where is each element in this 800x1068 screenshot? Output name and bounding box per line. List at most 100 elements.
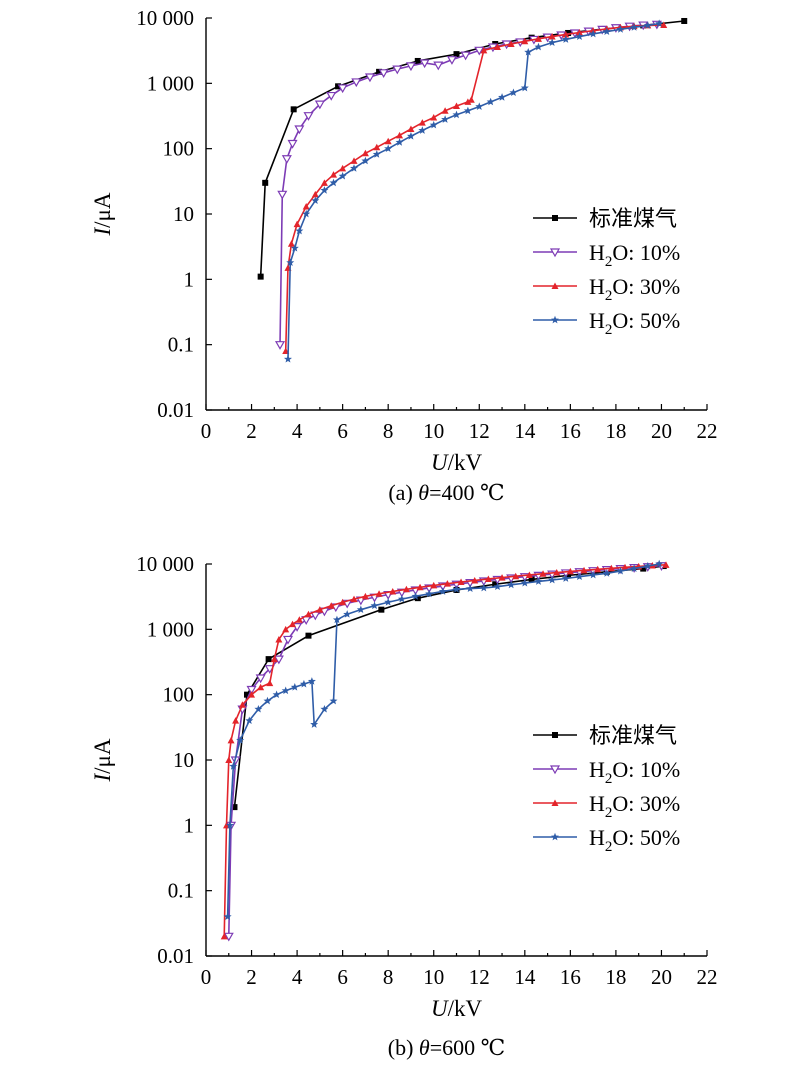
data-point	[534, 577, 543, 585]
data-point	[534, 35, 542, 42]
legend-marker	[551, 799, 559, 806]
data-point	[314, 100, 325, 110]
data-point	[273, 655, 284, 665]
data-point	[238, 701, 246, 708]
data-point	[589, 570, 598, 579]
data-point	[356, 605, 365, 614]
x-tick-label: 4	[292, 965, 303, 989]
legend-label: H2O: 30%	[589, 274, 680, 304]
data-point	[498, 574, 506, 581]
data-point	[492, 581, 499, 588]
data-point	[548, 575, 557, 584]
x-tick-label: 10	[423, 965, 444, 989]
data-point	[283, 354, 292, 363]
legend-marker	[551, 832, 559, 841]
y-tick-label: 1	[184, 813, 195, 837]
x-tick-label: 8	[383, 965, 394, 989]
data-point	[295, 226, 304, 235]
data-point	[282, 625, 290, 633]
data-point	[326, 91, 337, 101]
x-tick-label: 2	[246, 965, 257, 989]
data-point	[361, 156, 370, 165]
data-point	[429, 120, 438, 129]
data-point	[553, 569, 561, 576]
data-point	[616, 25, 625, 33]
data-point	[303, 112, 314, 121]
data-point	[311, 196, 320, 205]
data-point	[534, 42, 543, 51]
series-3	[220, 561, 670, 940]
data-point	[295, 616, 303, 623]
data-point	[277, 190, 288, 200]
data-point	[566, 567, 574, 575]
data-point	[589, 29, 598, 38]
data-point	[474, 46, 485, 56]
x-tick-label: 2	[246, 419, 257, 443]
y-tick-label: 1 000	[147, 617, 194, 641]
data-point	[475, 102, 484, 111]
x-tick-label: 8	[383, 419, 394, 443]
legend-label: 标准煤气	[589, 206, 677, 231]
series-3	[282, 21, 668, 354]
y-tick-label: 10 000	[136, 6, 194, 30]
legend-item: H2O: 30%	[533, 274, 680, 304]
data-point	[270, 655, 278, 663]
data-point	[282, 635, 294, 645]
x-tick-label: 10	[423, 419, 444, 443]
x-tick-label: 18	[605, 419, 626, 443]
data-point	[265, 656, 272, 663]
series-2	[223, 562, 667, 942]
data-point	[561, 574, 570, 582]
data-point	[453, 51, 460, 58]
data-point	[528, 576, 535, 583]
data-point	[257, 683, 265, 691]
data-point	[520, 83, 529, 92]
legend-item: H2O: 50%	[533, 825, 680, 855]
data-point	[232, 717, 240, 724]
x-tick-label: 6	[337, 965, 348, 989]
data-point	[416, 583, 424, 591]
data-point	[392, 65, 403, 75]
x-tick-label: 22	[697, 419, 718, 443]
data-point	[521, 37, 529, 45]
data-point	[310, 720, 319, 728]
data-point	[287, 139, 298, 149]
data-point	[433, 61, 444, 71]
data-point	[575, 32, 584, 40]
data-point	[236, 736, 245, 744]
legend-label: H2O: 50%	[589, 825, 680, 855]
data-point	[430, 113, 438, 121]
data-point	[630, 23, 639, 31]
data-point	[375, 590, 383, 597]
data-point	[231, 804, 238, 811]
data-point	[364, 73, 375, 83]
data-point	[512, 572, 520, 580]
data-point	[229, 762, 238, 770]
data-point	[316, 606, 324, 613]
data-point	[452, 110, 461, 119]
data-point	[660, 21, 668, 29]
data-point	[372, 150, 381, 158]
data-point	[471, 576, 479, 584]
data-point	[287, 240, 295, 247]
data-point	[293, 220, 301, 228]
data-point	[425, 589, 434, 598]
x-tick-label: 18	[605, 965, 626, 989]
data-point	[460, 51, 471, 61]
series-line	[259, 20, 685, 277]
data-point	[402, 585, 410, 593]
chart-caption: (a) θ=400 ℃	[388, 480, 504, 505]
data-point	[493, 582, 502, 591]
data-point	[320, 186, 329, 194]
data-point	[302, 203, 310, 210]
data-point	[339, 164, 347, 172]
series-line	[227, 564, 662, 937]
data-point	[414, 595, 421, 602]
data-point	[263, 696, 272, 705]
data-point	[630, 564, 639, 573]
data-point	[281, 686, 290, 695]
data-point	[337, 84, 348, 94]
data-point	[384, 137, 392, 145]
data-point	[223, 932, 234, 942]
